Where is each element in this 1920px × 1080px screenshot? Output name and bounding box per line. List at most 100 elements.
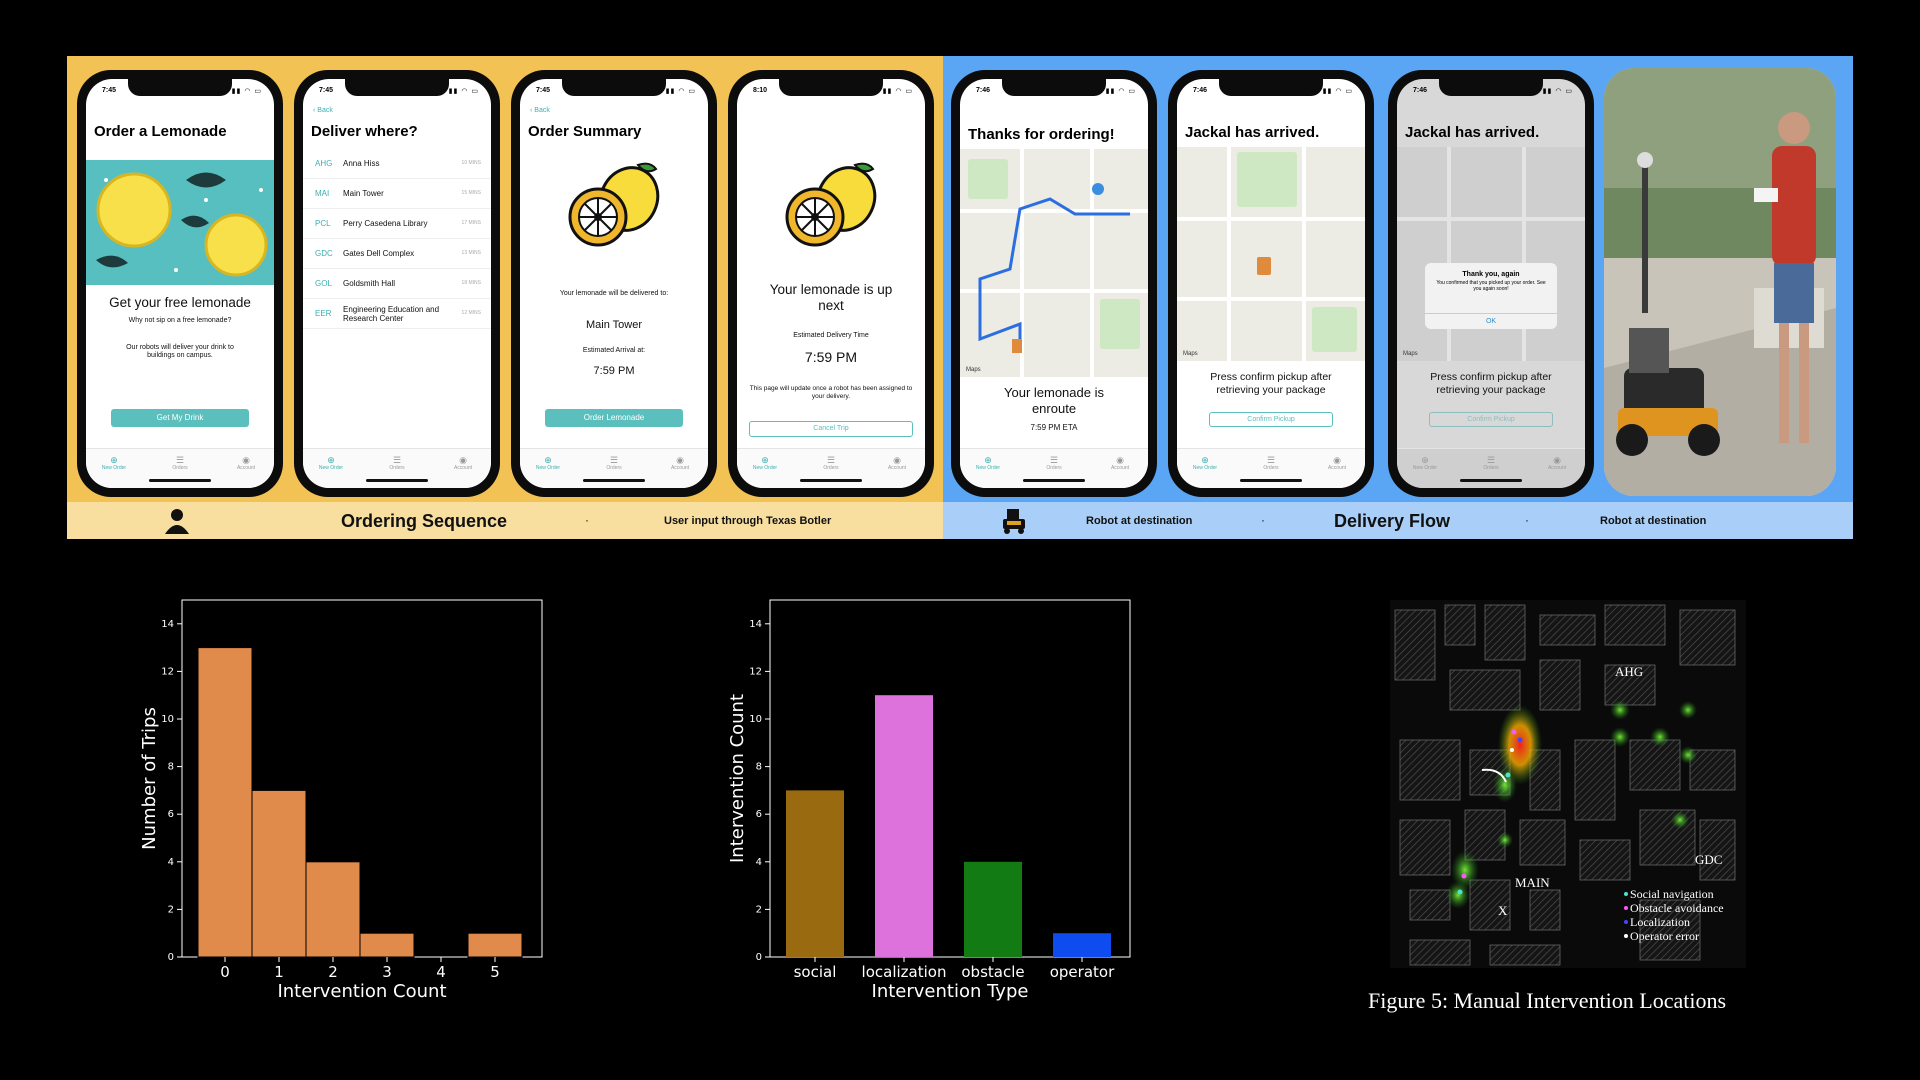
eta-value: 7:59 PM [804,349,858,365]
robot-marker-icon [1257,257,1271,275]
phone-screen: 7:45 ▮▮ ◠ ▭ Order a Lemonade Get your fr… [86,79,274,488]
tab-orders[interactable]: ☰ Orders [1471,455,1511,471]
arrival-map[interactable]: Maps [1177,147,1365,361]
map-road [1227,147,1231,361]
intervention-locations-map: AHG MAIN GDC X Social navigation Obstacl… [1390,600,1746,968]
chevron-left-icon: ‹ [530,107,535,114]
tab-orders[interactable]: ☰ Orders [594,455,634,471]
destination-row[interactable]: MAI Main Tower 15 MINS [303,179,491,209]
tab-new-order[interactable]: ⊕ New Order [311,455,351,471]
page-title: Order Summary [528,123,642,140]
tab-account[interactable]: ◉ Account [1537,455,1577,471]
get-my-drink-button[interactable]: Get My Drink [111,409,249,427]
separator-dot: · [585,513,589,527]
tab-label: Account [887,465,907,471]
y-axis-label: Intervention Count [727,694,748,863]
phone-notch [1002,79,1106,96]
route-map[interactable]: Maps [960,149,1148,377]
phone-jackal-arrived: 7:46 ▮▮ ◠ ▭ Jackal has arrived. Maps Pre… [1168,70,1374,497]
destination-row[interactable]: PCL Perry Casedena Library 17 MINS [303,209,491,239]
tab-new-order[interactable]: ⊕ New Order [1185,455,1225,471]
bar-chart-svg: 0 2 4 6 8 10 12 14 social localization obstacle ope… [727,599,1131,1002]
separator-dot: · [1261,513,1265,527]
tab-label: Orders [1263,465,1279,471]
tab-label: New Order [535,465,561,471]
page-title: Jackal has arrived. [1405,124,1540,141]
y-tick-label: 6 [168,809,174,820]
destination-row[interactable]: EER Engineering Education and Research Ce… [303,299,491,329]
tab-orders[interactable]: ☰ Orders [811,455,851,471]
back-button[interactable]: ‹ Back [313,107,333,114]
bar [964,861,1022,957]
home-indicator [583,479,645,482]
tab-new-order[interactable]: ⊕ New Order [745,455,785,471]
tab-label: Account [453,465,473,471]
update-note: This page will update once a robot has b… [749,385,913,400]
tab-new-order[interactable]: ⊕ New Order [1405,455,1445,471]
cancel-trip-button[interactable]: Cancel Trip [749,421,913,437]
back-button[interactable]: ‹ Back [530,107,550,114]
tab-orders[interactable]: ☰ Orders [377,455,417,471]
map-label-main: MAIN [1515,875,1550,890]
phone-notch [562,79,666,96]
legend-marker [1624,934,1628,938]
x-axis-label: Intervention Type [872,981,1029,1002]
status-time: 7:45 [536,87,551,94]
list-icon: ☰ [1266,455,1276,465]
order-lemonade-button[interactable]: Order Lemonade [545,409,683,427]
x-tick-label: 4 [436,963,446,981]
bar [875,695,933,957]
person-icon [165,509,189,534]
x-tick-label: operator [1050,963,1115,981]
destination-name: Gates Dell Complex [343,249,415,258]
dialog-body: You confirmed that you picked up your or… [1436,280,1546,292]
signal-wifi-battery-icon: ▮▮ ◠ ▭ [882,88,913,95]
y-tick-label: 4 [756,857,762,868]
destination-eta: 18 MINS [461,280,481,286]
map-label-gdc: GDC [1695,852,1722,867]
maps-attribution: Maps [1403,351,1418,357]
tab-new-order[interactable]: ⊕ New Order [968,455,1008,471]
status-time: 7:45 [319,87,334,94]
destination-code: GDC [315,249,333,258]
plot-frame [769,599,1131,958]
user-circle-icon: ◉ [459,455,467,465]
tab-account[interactable]: ◉ Account [660,455,700,471]
page-title: Deliver where? [311,123,418,140]
map-road [1302,147,1306,361]
destination-row[interactable]: GDC Gates Dell Complex 13 MINS [303,239,491,269]
destination-name: Goldsmith Hall [343,279,396,288]
confirm-pickup-button[interactable]: Confirm Pickup [1209,412,1333,427]
tab-label: New Order [975,465,1001,471]
tab-new-order[interactable]: ⊕ New Order [94,455,134,471]
dialog-ok-button[interactable]: OK [1425,313,1557,329]
destination-code: MAI [315,189,330,198]
destination-name: Main Tower [343,189,384,198]
phone-pickup-confirmed: 7:46 ▮▮ ◠ ▭ Jackal has arrived. Maps Tha… [1388,70,1594,497]
tab-account[interactable]: ◉ Account [877,455,917,471]
tab-account[interactable]: ◉ Account [1317,455,1357,471]
tab-label: Orders [1483,465,1499,471]
phone-order-lemonade: 7:45 ▮▮ ◠ ▭ Order a Lemonade Get your fr… [77,70,283,497]
robot-icon [1003,509,1025,534]
destination-row[interactable]: AHG Anna Hiss 10 MINS [303,149,491,179]
tab-orders[interactable]: ☰ Orders [160,455,200,471]
phone-screen: 7:45 ▮▮ ◠ ▭ ‹ Back Order Summary Your le… [520,79,708,488]
tab-orders[interactable]: ☰ Orders [1251,455,1291,471]
eta-value: 7:59 PM [593,365,635,377]
destination-row[interactable]: GOL Goldsmith Hall 18 MINS [303,269,491,299]
destination-name: Engineering Education and Research Cente… [343,305,440,323]
tab-account[interactable]: ◉ Account [1100,455,1140,471]
confirm-pickup-button[interactable]: Confirm Pickup [1429,412,1553,427]
route-line [978,183,1130,353]
tab-account[interactable]: ◉ Account [226,455,266,471]
destination-name: Perry Casedena Library [343,219,428,228]
tab-new-order[interactable]: ⊕ New Order [528,455,568,471]
destination-name: Anna Hiss [343,159,380,168]
tab-account[interactable]: ◉ Account [443,455,483,471]
body-text: Our robots will deliver your drink to bu… [126,344,234,359]
tab-orders[interactable]: ☰ Orders [1034,455,1074,471]
legend-operator: Operator error [1630,929,1699,943]
list-icon: ☰ [1049,455,1059,465]
